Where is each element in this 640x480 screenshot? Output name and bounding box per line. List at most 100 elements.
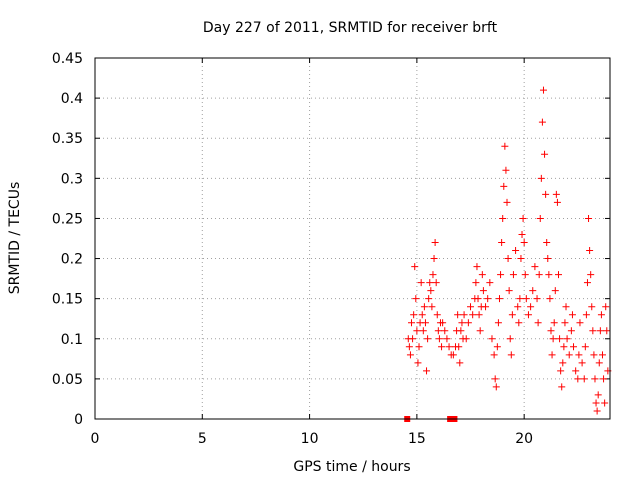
y-axis-label: SRMTID / TECUs	[7, 182, 23, 295]
data-points	[404, 86, 612, 415]
data-point	[588, 303, 596, 311]
data-point	[464, 319, 472, 327]
data-point	[556, 335, 564, 343]
data-point	[488, 335, 496, 343]
data-point	[476, 327, 484, 335]
data-point	[531, 263, 539, 271]
data-point	[539, 86, 547, 94]
data-point	[581, 343, 589, 351]
data-point	[419, 327, 427, 335]
data-point	[596, 327, 604, 335]
y-tick-label: 0.4	[61, 91, 83, 107]
data-point	[405, 343, 413, 351]
data-point	[424, 335, 432, 343]
data-point	[600, 375, 608, 383]
data-point	[598, 351, 606, 359]
data-point	[423, 367, 431, 375]
data-point	[418, 311, 426, 319]
data-point	[529, 287, 537, 295]
data-point	[553, 198, 561, 206]
data-point	[507, 351, 515, 359]
x-tick-label: 0	[91, 431, 100, 447]
y-tick-label: 0.45	[52, 51, 83, 67]
data-point	[542, 190, 550, 198]
data-point	[565, 351, 573, 359]
data-point	[445, 343, 453, 351]
data-point	[478, 271, 486, 279]
data-point	[515, 319, 523, 327]
data-point	[589, 327, 597, 335]
data-point	[502, 166, 510, 174]
data-point	[412, 295, 420, 303]
data-point	[583, 279, 591, 287]
data-point	[408, 319, 416, 327]
data-point	[435, 335, 443, 343]
data-point	[591, 375, 599, 383]
data-point	[499, 214, 507, 222]
x-tick-label: 10	[301, 431, 319, 447]
data-point	[524, 311, 532, 319]
data-point	[603, 327, 611, 335]
data-point	[550, 319, 558, 327]
data-point	[498, 239, 506, 247]
y-tick-label: 0.25	[52, 211, 83, 227]
data-point	[497, 271, 505, 279]
data-point	[551, 287, 559, 295]
data-point	[544, 255, 552, 263]
data-point	[443, 335, 451, 343]
data-point	[503, 198, 511, 206]
data-point	[495, 295, 503, 303]
data-point	[560, 343, 568, 351]
data-point	[601, 399, 609, 407]
data-point	[537, 174, 545, 182]
chart-title: Day 227 of 2011, SRMTID for receiver brf…	[203, 20, 498, 36]
data-point	[415, 343, 423, 351]
data-point	[425, 295, 433, 303]
data-point	[561, 319, 569, 327]
data-point	[587, 271, 595, 279]
data-point	[454, 311, 462, 319]
data-point	[576, 319, 584, 327]
x-tick-label: 20	[515, 431, 533, 447]
data-point	[536, 214, 544, 222]
data-point	[421, 319, 429, 327]
data-point	[426, 279, 434, 287]
data-point	[527, 303, 535, 311]
data-point	[474, 295, 482, 303]
data-point	[570, 343, 578, 351]
y-tick-label: 0.35	[52, 131, 83, 147]
data-point	[439, 319, 447, 327]
data-point	[516, 295, 524, 303]
data-point	[575, 351, 583, 359]
data-point	[509, 271, 517, 279]
data-point	[512, 247, 520, 255]
data-point	[482, 303, 490, 311]
y-tick-label: 0.3	[61, 171, 83, 187]
data-point	[458, 319, 466, 327]
data-point	[494, 319, 502, 327]
data-point	[602, 303, 610, 311]
data-point	[449, 351, 457, 359]
data-point	[568, 311, 576, 319]
data-point	[417, 279, 425, 287]
y-tick-label: 0	[74, 412, 83, 428]
axis-ticks	[94, 57, 610, 420]
data-point	[433, 311, 441, 319]
data-point	[559, 359, 567, 367]
data-point	[514, 303, 522, 311]
data-point	[428, 303, 436, 311]
data-point	[411, 263, 419, 271]
data-point	[578, 359, 586, 367]
data-point	[501, 142, 509, 150]
data-point	[517, 255, 525, 263]
data-point	[595, 359, 603, 367]
data-point	[593, 407, 601, 415]
data-point	[490, 351, 498, 359]
data-point	[546, 295, 554, 303]
x-tick-label: 15	[408, 431, 426, 447]
data-point	[521, 271, 529, 279]
x-tick-label: 5	[198, 431, 207, 447]
data-point	[549, 335, 557, 343]
data-point	[541, 150, 549, 158]
data-point	[586, 247, 594, 255]
